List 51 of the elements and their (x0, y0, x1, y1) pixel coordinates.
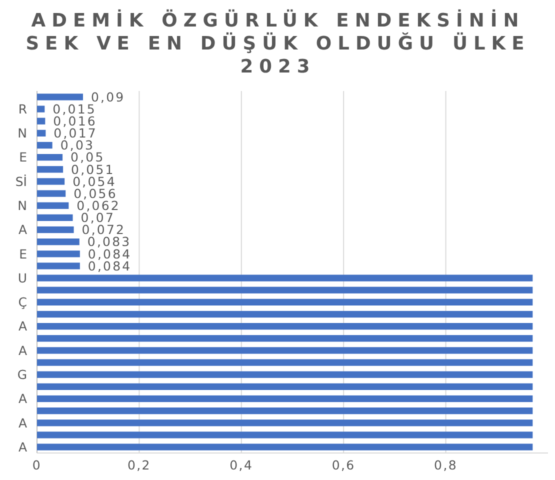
bar (37, 214, 73, 221)
x-tick-label: 0,8 (434, 457, 458, 472)
bar (37, 250, 80, 258)
bar (37, 262, 80, 270)
x-tick-label: 0,2 (127, 457, 151, 472)
y-tick-label: E (19, 246, 28, 262)
bar (37, 407, 533, 414)
y-tick-label: A (18, 391, 28, 406)
y-tick-label: G (17, 366, 27, 382)
y-tick-label: A (18, 318, 28, 334)
bar (37, 444, 533, 450)
bar (37, 106, 45, 112)
bar (37, 226, 74, 234)
y-tick-label: A (18, 342, 28, 358)
y-tick-label: Sİ (15, 174, 27, 189)
y-tick-label: A (18, 439, 28, 454)
y-tick-label: R (18, 101, 28, 116)
y-tick-label: Ç (18, 294, 28, 310)
x-tick-label: 0,6 (332, 457, 356, 472)
y-tick-label: E (19, 150, 28, 165)
bar (37, 347, 533, 354)
bar (37, 238, 80, 246)
y-tick-label: A (18, 222, 28, 238)
y-tick-label: N (18, 126, 27, 141)
bar (37, 298, 533, 306)
y-tick-label: N (18, 198, 27, 213)
bar (37, 323, 533, 330)
bar (37, 371, 533, 378)
bar (37, 94, 83, 100)
bar (37, 420, 533, 426)
bar (37, 286, 533, 294)
bar (37, 274, 533, 282)
bar (37, 432, 533, 438)
bar (37, 142, 52, 149)
bar (37, 154, 63, 161)
bar (37, 118, 46, 124)
bar (37, 166, 64, 173)
bar (37, 202, 69, 209)
chart-title: ADEMİK ÖZGÜRLÜK ENDEKSİNİN SEK VE EN DÜŞÜK OLDUĞU ÜLKE 2023 (26, 8, 530, 78)
bar (37, 359, 533, 366)
bar (37, 335, 533, 342)
bar (37, 395, 533, 402)
y-tick-label: U (18, 270, 27, 286)
x-tick-label: 0,4 (230, 457, 254, 472)
bar (37, 190, 66, 197)
bar (37, 310, 533, 318)
y-tick-label: A (18, 415, 28, 430)
x-tick-label: 0 (32, 457, 42, 472)
bar (37, 178, 65, 185)
bar (37, 130, 46, 137)
bar (37, 383, 533, 390)
